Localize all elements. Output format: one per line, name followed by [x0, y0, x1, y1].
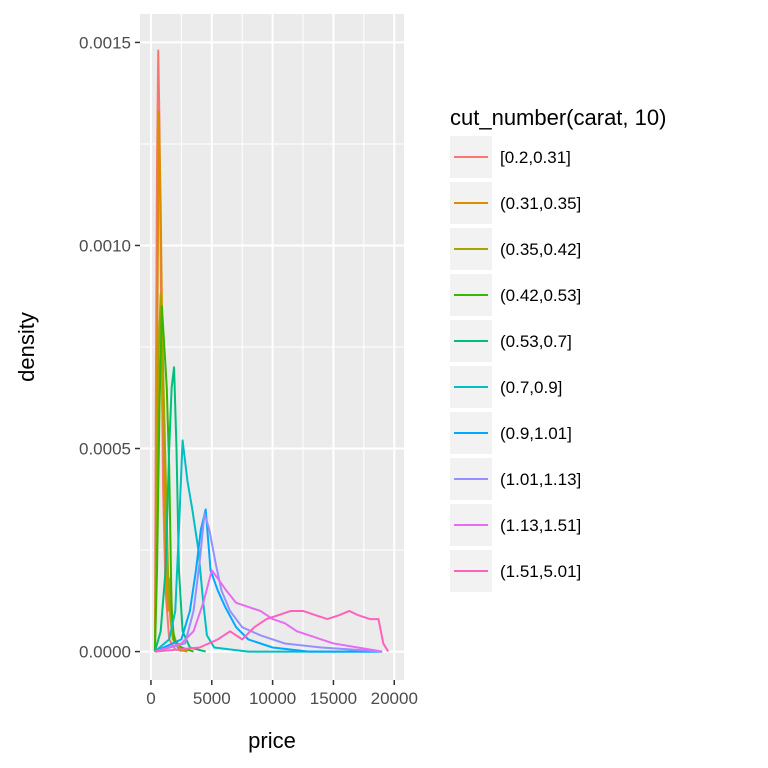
legend-item: (1.51,5.01]: [450, 550, 581, 592]
x-tick-label: 15000: [310, 689, 357, 708]
x-tick-label: 5000: [193, 689, 231, 708]
legend-label: (0.7,0.9]: [500, 378, 562, 397]
x-tick-label: 0: [146, 689, 155, 708]
series-lines: [153, 49, 390, 653]
legend-label: (0.31,0.35]: [500, 194, 581, 213]
series-line-7: [154, 508, 383, 653]
legend-item: (0.9,1.01]: [450, 412, 572, 454]
series-line-8: [154, 512, 383, 653]
series-line-5: [153, 366, 206, 653]
minor-gridlines: [140, 14, 404, 680]
major-gridlines: [140, 14, 404, 680]
y-tick-label: 0.0015: [79, 33, 131, 52]
legend-item: (0.7,0.9]: [450, 366, 562, 408]
legend-label: (1.01,1.13]: [500, 470, 581, 489]
series-line-10: [154, 609, 390, 653]
y-axis-title: density: [14, 312, 39, 382]
x-axis: 0 5000 10000 15000 20000: [146, 680, 418, 708]
x-tick-label: 10000: [249, 689, 296, 708]
x-tick-label: 20000: [371, 689, 418, 708]
legend-items: [0.2,0.31] (0.31,0.35] (0.35,0.42] (0.42,0.…: [450, 136, 581, 592]
legend-label: (0.35,0.42]: [500, 240, 581, 259]
legend-item: (1.13,1.51]: [450, 504, 581, 546]
legend-label: [0.2,0.31]: [500, 148, 571, 167]
series-line-9: [154, 569, 383, 653]
y-axis: 0.0000 0.0005 0.0010 0.0015: [79, 33, 140, 662]
legend: cut_number(carat, 10) [0.2,0.31] (0.31,0.…: [450, 105, 666, 592]
legend-label: (1.13,1.51]: [500, 516, 581, 535]
y-tick-label: 0.0005: [79, 440, 131, 459]
series-line-6: [154, 439, 383, 653]
legend-label: (0.9,1.01]: [500, 424, 572, 443]
legend-item: (0.42,0.53]: [450, 274, 581, 316]
x-axis-title: price: [248, 728, 296, 753]
legend-item: (0.31,0.35]: [450, 182, 581, 224]
legend-title: cut_number(carat, 10): [450, 105, 666, 130]
legend-item: (1.01,1.13]: [450, 458, 581, 500]
legend-item: (0.35,0.42]: [450, 228, 581, 270]
legend-item: (0.53,0.7]: [450, 320, 572, 362]
legend-item: [0.2,0.31]: [450, 136, 571, 178]
y-tick-label: 0.0000: [79, 643, 131, 662]
legend-label: (1.51,5.01]: [500, 562, 581, 581]
y-tick-label: 0.0010: [79, 236, 131, 255]
legend-label: (0.53,0.7]: [500, 332, 572, 351]
legend-label: (0.42,0.53]: [500, 286, 581, 305]
